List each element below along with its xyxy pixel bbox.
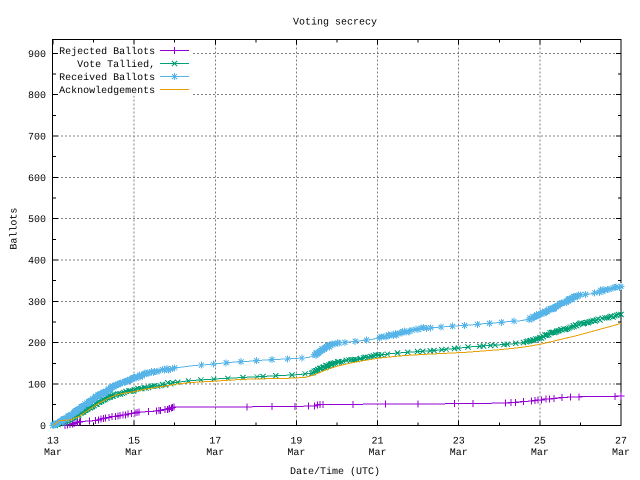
svg-text:25: 25 <box>534 437 546 448</box>
svg-text:600: 600 <box>28 174 46 185</box>
svg-text:Voting secrecy: Voting secrecy <box>293 17 377 29</box>
svg-text:700: 700 <box>28 133 46 144</box>
svg-text:Mar: Mar <box>612 448 630 459</box>
svg-text:Received Ballots: Received Ballots <box>59 72 155 84</box>
svg-text:800: 800 <box>28 91 46 102</box>
svg-text:500: 500 <box>28 215 46 226</box>
svg-text:Mar: Mar <box>450 448 468 459</box>
svg-text:23: 23 <box>453 437 465 448</box>
svg-text:200: 200 <box>28 339 46 350</box>
svg-text:Mar: Mar <box>531 448 549 459</box>
svg-text:Mar: Mar <box>369 448 387 459</box>
svg-text:Date/Time (UTC): Date/Time (UTC) <box>290 466 380 478</box>
svg-text:100: 100 <box>28 381 46 392</box>
svg-text:17: 17 <box>209 437 221 448</box>
svg-text:Ballots: Ballots <box>9 208 21 250</box>
svg-text:Mar: Mar <box>44 448 62 459</box>
svg-text:13: 13 <box>47 437 59 448</box>
svg-text:Acknowledgements: Acknowledgements <box>59 85 155 97</box>
svg-text:21: 21 <box>372 437 384 448</box>
svg-text:400: 400 <box>28 257 46 268</box>
svg-text:900: 900 <box>28 50 46 61</box>
svg-text:Vote Tallied,: Vote Tallied, <box>77 59 155 71</box>
svg-text:Mar: Mar <box>125 448 143 459</box>
svg-text:Rejected Ballots: Rejected Ballots <box>59 46 155 58</box>
svg-text:0: 0 <box>40 422 46 433</box>
svg-text:300: 300 <box>28 298 46 309</box>
svg-text:Mar: Mar <box>206 448 224 459</box>
svg-text:27: 27 <box>615 437 627 448</box>
svg-text:Mar: Mar <box>287 448 305 459</box>
svg-text:19: 19 <box>290 437 302 448</box>
svg-text:15: 15 <box>128 437 140 448</box>
